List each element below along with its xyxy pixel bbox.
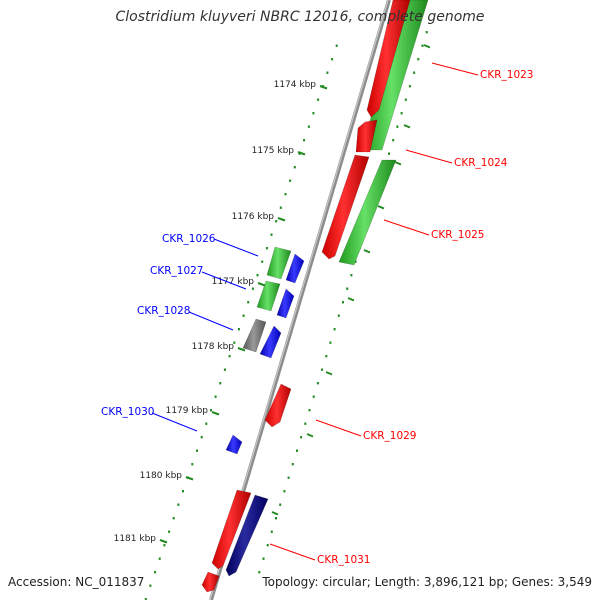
- kbp-tick-label: 1178 kbp: [192, 342, 235, 352]
- leader-line: [269, 543, 316, 561]
- gene-feature: [225, 494, 269, 577]
- kbp-tick-label: 1176 kbp: [232, 212, 275, 222]
- leader-line: [315, 419, 362, 437]
- tick-mark: [185, 476, 194, 481]
- gene-feature: [225, 434, 243, 455]
- gene-label: CKR_1026: [162, 233, 216, 245]
- map-title: Clostridium kluyveri NBRC 12016, complet…: [115, 9, 485, 25]
- rna-feature: [242, 318, 267, 353]
- kbp-tick-label: 1181 kbp: [114, 534, 157, 544]
- dotted-ruler-outer: [144, 44, 338, 600]
- gene-feature: [321, 154, 370, 260]
- tick-mark: [277, 217, 286, 222]
- gene-label: CKR_1031: [317, 554, 370, 566]
- gene-label: CKR_1025: [431, 229, 484, 241]
- gene-feature: [264, 383, 292, 428]
- tick-mark: [257, 282, 266, 287]
- gene-label: CKR_1027: [150, 265, 203, 277]
- tick-mark: [159, 539, 168, 544]
- gene-feature: [211, 489, 252, 570]
- gene-label: CKR_1024: [454, 157, 508, 169]
- kbp-tick-label: 1174 kbp: [274, 80, 317, 90]
- tick-mark: [237, 347, 246, 352]
- leader-line: [405, 149, 453, 164]
- leader-line: [213, 238, 259, 257]
- gene-features: [201, 0, 429, 593]
- leader-line: [383, 219, 430, 236]
- gene-label: CKR_1028: [137, 305, 190, 317]
- tick-mark: [297, 151, 306, 156]
- tick-mark: [319, 85, 328, 90]
- gene-feature: [201, 571, 220, 593]
- accession-text: Accession: NC_011837: [8, 575, 145, 589]
- cds-feature: [338, 159, 397, 266]
- gene-feature: [276, 288, 295, 319]
- gene-feature: [355, 119, 378, 153]
- label-leader-lines: CKR_1023 CKR_1024 CKR_1025 CKR_1026 CKR_1027…: [101, 62, 533, 566]
- kbp-tick-label: 1180 kbp: [140, 471, 183, 481]
- gene-feature: [259, 325, 282, 359]
- kbp-tick-label: 1175 kbp: [252, 146, 295, 156]
- gene-feature: [285, 253, 305, 284]
- topology-summary: Topology: circular; Length: 3,896,121 bp…: [262, 575, 592, 589]
- cds-feature: [266, 246, 292, 280]
- kbp-tick-label: 1179 kbp: [166, 406, 209, 416]
- gene-label: CKR_1023: [480, 69, 533, 81]
- scale-ticks: 1174 kbp 1175 kbp 1176 kbp 1177 kbp 1178 kbp…: [114, 44, 431, 544]
- gene-label: CKR_1030: [101, 406, 154, 418]
- gene-feature: [366, 0, 411, 118]
- kbp-tick-label: 1177 kbp: [212, 277, 255, 287]
- leader-line: [431, 62, 479, 76]
- gene-label: CKR_1029: [363, 430, 416, 442]
- leader-line: [188, 311, 234, 331]
- leader-line: [151, 412, 198, 432]
- tick-mark: [211, 411, 220, 416]
- cds-feature: [256, 280, 281, 312]
- leader-line: [201, 271, 247, 290]
